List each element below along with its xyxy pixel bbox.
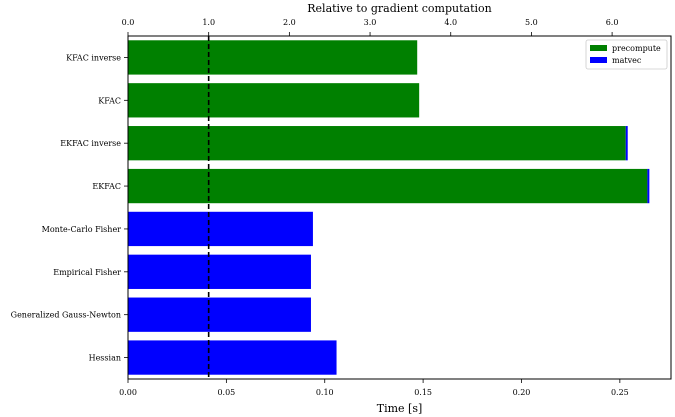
plot-frame (127, 35, 672, 380)
x2-tick-label: 1.0 (202, 18, 215, 27)
top-axis-label: Relative to gradient computation (307, 2, 491, 15)
bar-matvec-generalized-gauss-newton (128, 297, 311, 332)
y-axis: KFAC inverse KFAC EKFAC inverse EKFAC Monte-… (11, 53, 128, 363)
y-tick-label: EKFAC inverse (60, 139, 121, 148)
bar-matvec-ekfac (647, 168, 650, 204)
bar-precompute-ekfac-inverse (128, 126, 626, 161)
legend: precompute matvec (585, 39, 668, 70)
bar-precompute-ekfac (128, 168, 648, 204)
x-axis-label: Time [s] (377, 402, 423, 415)
x2-tick-label: 6.0 (606, 18, 619, 27)
bar-matvec-monte-carlo-fisher (128, 211, 313, 247)
legend-swatch-precompute (590, 45, 607, 51)
y-tick-label: Monte-Carlo Fisher (42, 225, 122, 234)
x-tick-label: 0.25 (611, 388, 629, 397)
y-tick-label: Hessian (89, 354, 121, 363)
legend-label-precompute: precompute (612, 44, 661, 53)
x2-tick-label: 2.0 (283, 18, 296, 27)
y-tick-label: Generalized Gauss-Newton (11, 311, 121, 320)
bar-precompute-kfac-inverse (128, 40, 418, 75)
x2-tick-label: 3.0 (364, 18, 377, 27)
y-tick-label: Empirical Fisher (53, 268, 121, 277)
legend-swatch-matvec (590, 57, 607, 63)
x-tick-label: 0.15 (414, 388, 432, 397)
x2-tick-label: 4.0 (444, 18, 457, 27)
y-tick-label: EKFAC (92, 182, 121, 191)
y-tick-label: KFAC inverse (66, 53, 121, 62)
x-tick-label: 0.00 (119, 388, 137, 397)
legend-label-matvec: matvec (612, 56, 642, 65)
x-tick-label: 0.20 (513, 388, 531, 397)
x2-tick-label: 0.0 (122, 18, 135, 27)
bar-precompute-kfac (128, 83, 420, 118)
bar-matvec-empirical-fisher (128, 254, 311, 289)
bar-matvec-hessian (128, 340, 337, 375)
y-tick-label: KFAC (98, 96, 121, 105)
bar-matvec-ekfac-inverse (625, 126, 628, 161)
x-axis-top: 0.0 1.0 2.0 3.0 4.0 5.0 6.0 (122, 18, 619, 36)
x-tick-label: 0.05 (217, 388, 235, 397)
x-axis-bottom: 0.00 0.05 0.10 0.15 0.20 0.25 (119, 379, 629, 397)
bars-group (128, 40, 650, 375)
x-tick-label: 0.10 (316, 388, 334, 397)
x2-tick-label: 5.0 (525, 18, 538, 27)
